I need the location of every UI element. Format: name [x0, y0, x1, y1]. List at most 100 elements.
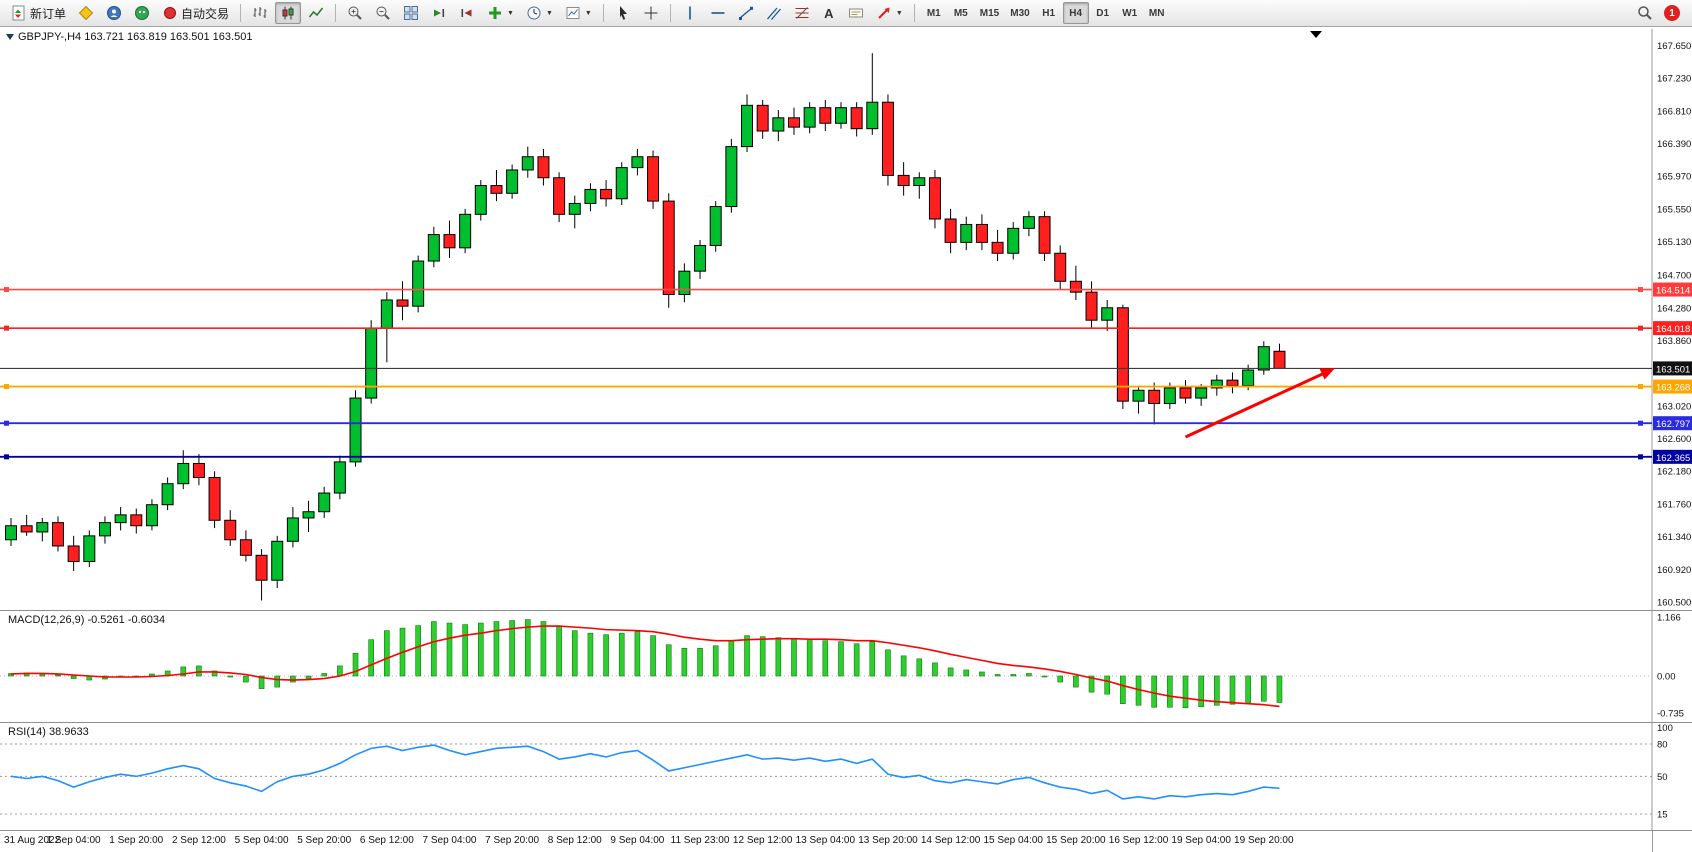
- support-line-2[interactable]: 162.365: [0, 449, 1692, 464]
- chart-shift-button[interactable]: [454, 2, 480, 24]
- crosshair-button[interactable]: [638, 2, 664, 24]
- community-button[interactable]: [101, 2, 127, 24]
- tile-windows-button[interactable]: [398, 2, 424, 24]
- time-label: 31 Aug 2022: [4, 835, 61, 846]
- templates-button[interactable]: ▼: [560, 2, 597, 24]
- timeframe-m15-button[interactable]: M15: [979, 7, 1000, 19]
- time-axis[interactable]: 31 Aug 2022 1 Sep 04:00 1 Sep 20:00 2 Sep 1…: [0, 830, 1692, 852]
- resistance-line-2[interactable]: 164.018: [0, 321, 1692, 336]
- dropdown-caret-icon: ▼: [895, 9, 903, 17]
- candle: [913, 177, 926, 187]
- candle: [568, 202, 581, 215]
- time-label: 13 Sep 20:00: [858, 835, 918, 846]
- fibonacci-button[interactable]: [789, 2, 815, 24]
- toolbar-separator: [240, 4, 242, 22]
- auto-trading-button[interactable]: 自动交易: [157, 2, 234, 24]
- price-chart[interactable]: 167.650 167.230 166.810 166.390 165.970 165.5…: [0, 29, 1692, 610]
- candle: [678, 270, 691, 296]
- svg-text:1.166: 1.166: [1657, 613, 1681, 624]
- timeframe-h1-button[interactable]: H1: [1042, 7, 1056, 19]
- current-price-line[interactable]: 163.501: [0, 361, 1692, 376]
- trendline-button[interactable]: [733, 2, 759, 24]
- line-handle: [1638, 384, 1643, 390]
- line-chart-icon: [308, 7, 324, 18]
- candle: [1007, 227, 1020, 254]
- text-button[interactable]: A: [817, 2, 841, 24]
- zoom-in-button[interactable]: [342, 2, 368, 24]
- arrow-tool-icon: [878, 7, 890, 19]
- rsi-line: [10, 744, 1280, 800]
- candle: [866, 101, 879, 130]
- pivot-line[interactable]: 163.268: [0, 379, 1692, 394]
- timeframe-w1-button[interactable]: W1: [1122, 7, 1138, 19]
- candle: [333, 461, 346, 494]
- label-button[interactable]: [843, 2, 869, 24]
- toolbar-separator: [913, 4, 915, 22]
- svg-text:160.500: 160.500: [1657, 598, 1691, 609]
- svg-text:161.760: 161.760: [1657, 499, 1691, 510]
- search-icon: [1638, 6, 1652, 20]
- svg-text:162.797: 162.797: [1656, 419, 1690, 430]
- arrow-tools-button[interactable]: ▼: [871, 2, 908, 24]
- candle: [1022, 216, 1035, 229]
- indicators-button[interactable]: ▼: [482, 2, 519, 24]
- price-tag: [1653, 282, 1692, 297]
- cursor-icon: [619, 6, 627, 20]
- candle: [177, 462, 190, 485]
- equidistant-channel-icon: [766, 7, 781, 20]
- tile-windows-icon: [404, 6, 419, 20]
- vertical-line-button[interactable]: [677, 2, 703, 24]
- new-order-button[interactable]: 新订单: [6, 2, 71, 24]
- svg-text:164.018: 164.018: [1656, 324, 1690, 335]
- svg-text:162.365: 162.365: [1656, 453, 1690, 464]
- periods-button[interactable]: ▼: [521, 2, 558, 24]
- candle: [537, 156, 550, 179]
- auto-scroll-icon: [434, 9, 445, 17]
- rsi-panel[interactable]: 100 80 50 15: [0, 722, 1692, 830]
- svg-text:163.020: 163.020: [1657, 401, 1691, 412]
- auto-scroll-button[interactable]: [426, 2, 452, 24]
- cursor-button[interactable]: [610, 2, 636, 24]
- label-icon: [848, 8, 863, 18]
- candle: [443, 234, 456, 249]
- macd-signal-line: [10, 625, 1280, 708]
- candle: [1179, 387, 1192, 399]
- horizontal-line-button[interactable]: [705, 2, 731, 24]
- resistance-line-1[interactable]: 164.514: [0, 282, 1692, 297]
- timeframe-d1-button[interactable]: D1: [1096, 7, 1110, 19]
- notification-count: 1: [1669, 7, 1675, 19]
- candle: [725, 146, 738, 208]
- zoom-out-button[interactable]: [370, 2, 396, 24]
- svg-text:165.130: 165.130: [1657, 237, 1691, 248]
- timeframe-m5-button[interactable]: M5: [953, 7, 968, 19]
- support-line-1[interactable]: 162.797: [0, 416, 1692, 431]
- candle: [991, 241, 1004, 254]
- candles: [5, 53, 1286, 601]
- candle: [584, 188, 597, 204]
- line-handle: [4, 420, 9, 426]
- macd-label: MACD(12,26,9) -0.5261 -0.6034: [8, 614, 166, 626]
- trend-arrow[interactable]: [1184, 368, 1335, 439]
- candle: [944, 218, 957, 243]
- bar-chart-button[interactable]: [247, 2, 273, 24]
- timeframe-h4-button[interactable]: H4: [1062, 2, 1089, 24]
- search-button[interactable]: [1632, 2, 1658, 24]
- timeframe-m30-button[interactable]: M30: [1010, 7, 1030, 19]
- vertical-line-icon: [689, 6, 691, 20]
- line-chart-button[interactable]: [303, 2, 329, 24]
- channel-button[interactable]: [761, 2, 787, 24]
- svg-text:165.970: 165.970: [1657, 172, 1691, 183]
- time-label: 5 Sep 04:00: [234, 835, 289, 846]
- time-label: 19 Sep 20:00: [1234, 835, 1294, 846]
- candle: [302, 511, 315, 519]
- time-label: 6 Sep 12:00: [359, 835, 414, 846]
- timeframe-mn-button[interactable]: MN: [1148, 7, 1165, 19]
- metaeditor-button[interactable]: [73, 2, 99, 24]
- candlestick-chart-button[interactable]: [275, 2, 302, 24]
- one-click-trading-icon[interactable]: [6, 34, 14, 40]
- timeframe-m1-button[interactable]: M1: [926, 7, 941, 19]
- candle: [271, 540, 284, 581]
- support-button[interactable]: [129, 2, 155, 24]
- macd-panel[interactable]: 1.166 0.00 -0.735: [0, 610, 1692, 722]
- notification-badge[interactable]: 1: [1664, 5, 1680, 21]
